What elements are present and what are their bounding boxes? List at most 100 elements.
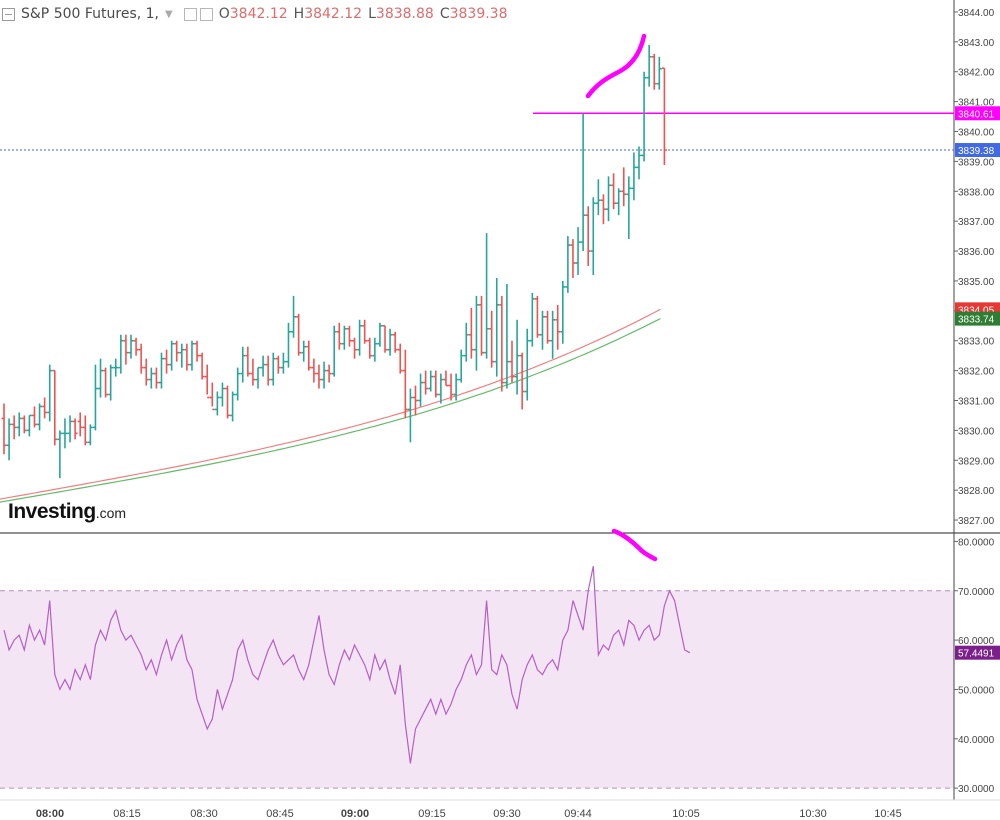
ohlc-bar xyxy=(153,367,159,389)
time-tick-label: 08:45 xyxy=(266,808,294,820)
ohlc-bar xyxy=(326,364,332,383)
annotation-stroke-rsi xyxy=(611,528,658,562)
ohlc-bar xyxy=(514,319,520,395)
moving-average-red xyxy=(0,308,661,500)
ohlc-bar xyxy=(479,295,485,356)
rsi-last-label: 57.4491 xyxy=(955,645,1000,660)
time-tick-label: 10:05 xyxy=(672,808,700,820)
ohlc-bar xyxy=(113,358,119,377)
open-value: 3842.12 xyxy=(229,6,288,22)
ohlc-bar xyxy=(235,367,241,401)
time-tick-label: 10:30 xyxy=(799,808,827,820)
collapse-icon[interactable] xyxy=(2,7,15,21)
price-tick-label: 3840.00 xyxy=(958,128,995,139)
ohlc-bar xyxy=(275,355,281,374)
ohlc-bar xyxy=(225,385,231,419)
ohlc-bar xyxy=(524,328,530,401)
close-label: C xyxy=(439,6,450,22)
ohlc-bar xyxy=(606,176,612,222)
rsi-tick-label: 80.0000 xyxy=(958,537,995,548)
ohlc-bar xyxy=(397,343,403,374)
ohlc-bar xyxy=(291,295,297,338)
ohlc-bar xyxy=(494,277,500,377)
ohlc-bar xyxy=(174,340,180,362)
ohlc-bar xyxy=(402,349,408,419)
ohlc-bar xyxy=(21,415,27,434)
chevron-down-icon[interactable]: ▼ xyxy=(165,8,173,20)
ohlc-bar xyxy=(87,424,93,446)
ohlc-bar xyxy=(595,179,601,216)
price-tick-label: 3831.00 xyxy=(958,396,995,407)
ohlc-bar xyxy=(103,367,109,398)
ohlc-bar xyxy=(6,418,12,461)
ohlc-bar xyxy=(26,414,32,437)
ohlc-bar xyxy=(382,324,388,353)
ohlc-bar xyxy=(443,370,449,387)
ohlc-bar xyxy=(463,322,469,362)
svg-text:57.4491: 57.4491 xyxy=(958,649,995,660)
ohlc-bar xyxy=(580,113,586,252)
ohlc-bar xyxy=(57,430,63,479)
ohlc-bar xyxy=(306,340,312,371)
ohlc-bar xyxy=(260,355,266,377)
high-value: 3842.12 xyxy=(304,6,363,22)
ohlc-bar xyxy=(453,373,459,401)
ohlc-bar xyxy=(621,167,627,207)
ohlc-bar xyxy=(499,295,505,392)
ohlc-bar xyxy=(428,370,434,392)
rsi-tick-label: 40.0000 xyxy=(958,735,995,746)
ohlc-bar xyxy=(641,71,647,162)
ohlc-bar xyxy=(448,373,454,401)
rsi-line xyxy=(3,565,691,764)
ohlc-bar xyxy=(392,331,398,353)
ohlc-bar xyxy=(245,346,251,377)
moving-average-green xyxy=(0,318,661,503)
price-tick-label: 3837.00 xyxy=(958,217,995,228)
ohlc-bar xyxy=(438,373,444,404)
ohlc-bar xyxy=(138,343,144,374)
ohlc-bar xyxy=(148,367,154,389)
eye-icon[interactable] xyxy=(183,7,197,21)
symbol-label[interactable]: S&P 500 Futures, 1, xyxy=(21,6,160,22)
ohlc-bar xyxy=(534,295,540,338)
ohlc-bar xyxy=(336,322,342,350)
brand-suffix: .com xyxy=(95,505,127,521)
ohlc-bar xyxy=(199,352,205,380)
settings-icon[interactable] xyxy=(199,7,213,21)
ohlc-bar xyxy=(626,176,632,240)
ohlc-bar xyxy=(209,382,215,411)
time-tick-label: 10:45 xyxy=(874,808,902,820)
svg-text:3839.38: 3839.38 xyxy=(958,146,995,157)
rsi-tick-label: 30.0000 xyxy=(958,784,995,795)
price-label-ma-green: 3833.74 xyxy=(955,311,1000,326)
high-label: H xyxy=(293,6,305,22)
annotation-stroke-price xyxy=(585,33,647,99)
ohlc-bar xyxy=(108,364,114,401)
ohlc-bar xyxy=(418,373,424,407)
ohlc-bar xyxy=(240,346,246,383)
price-tick-label: 3842.00 xyxy=(958,68,995,79)
ohlc-bar xyxy=(529,292,535,347)
price-tick-label: 3827.00 xyxy=(958,516,995,527)
price-tick-label: 3838.00 xyxy=(958,187,995,198)
ohlc-bar xyxy=(189,340,195,371)
ohlc-bar xyxy=(484,233,490,359)
low-label: L xyxy=(368,6,376,22)
ohlc-bar xyxy=(179,343,185,368)
ohlc-bar xyxy=(280,352,286,374)
ohlc-bar xyxy=(509,340,515,383)
ohlc-bar xyxy=(539,310,545,350)
svg-text:3840.61: 3840.61 xyxy=(958,109,995,120)
price-tick-label: 3830.00 xyxy=(958,426,995,437)
ohlc-bar xyxy=(72,418,78,440)
ohlc-bar xyxy=(570,239,576,278)
ohlc-bar xyxy=(611,173,617,210)
ohlc-bar xyxy=(158,352,164,389)
ohlc-bar xyxy=(42,397,48,419)
time-tick-label: 08:00 xyxy=(36,808,64,820)
ohlc-bar xyxy=(555,304,561,350)
ohlc-bar xyxy=(367,337,373,359)
ohlc-bar xyxy=(519,352,525,410)
time-tick-label: 09:30 xyxy=(493,808,521,820)
